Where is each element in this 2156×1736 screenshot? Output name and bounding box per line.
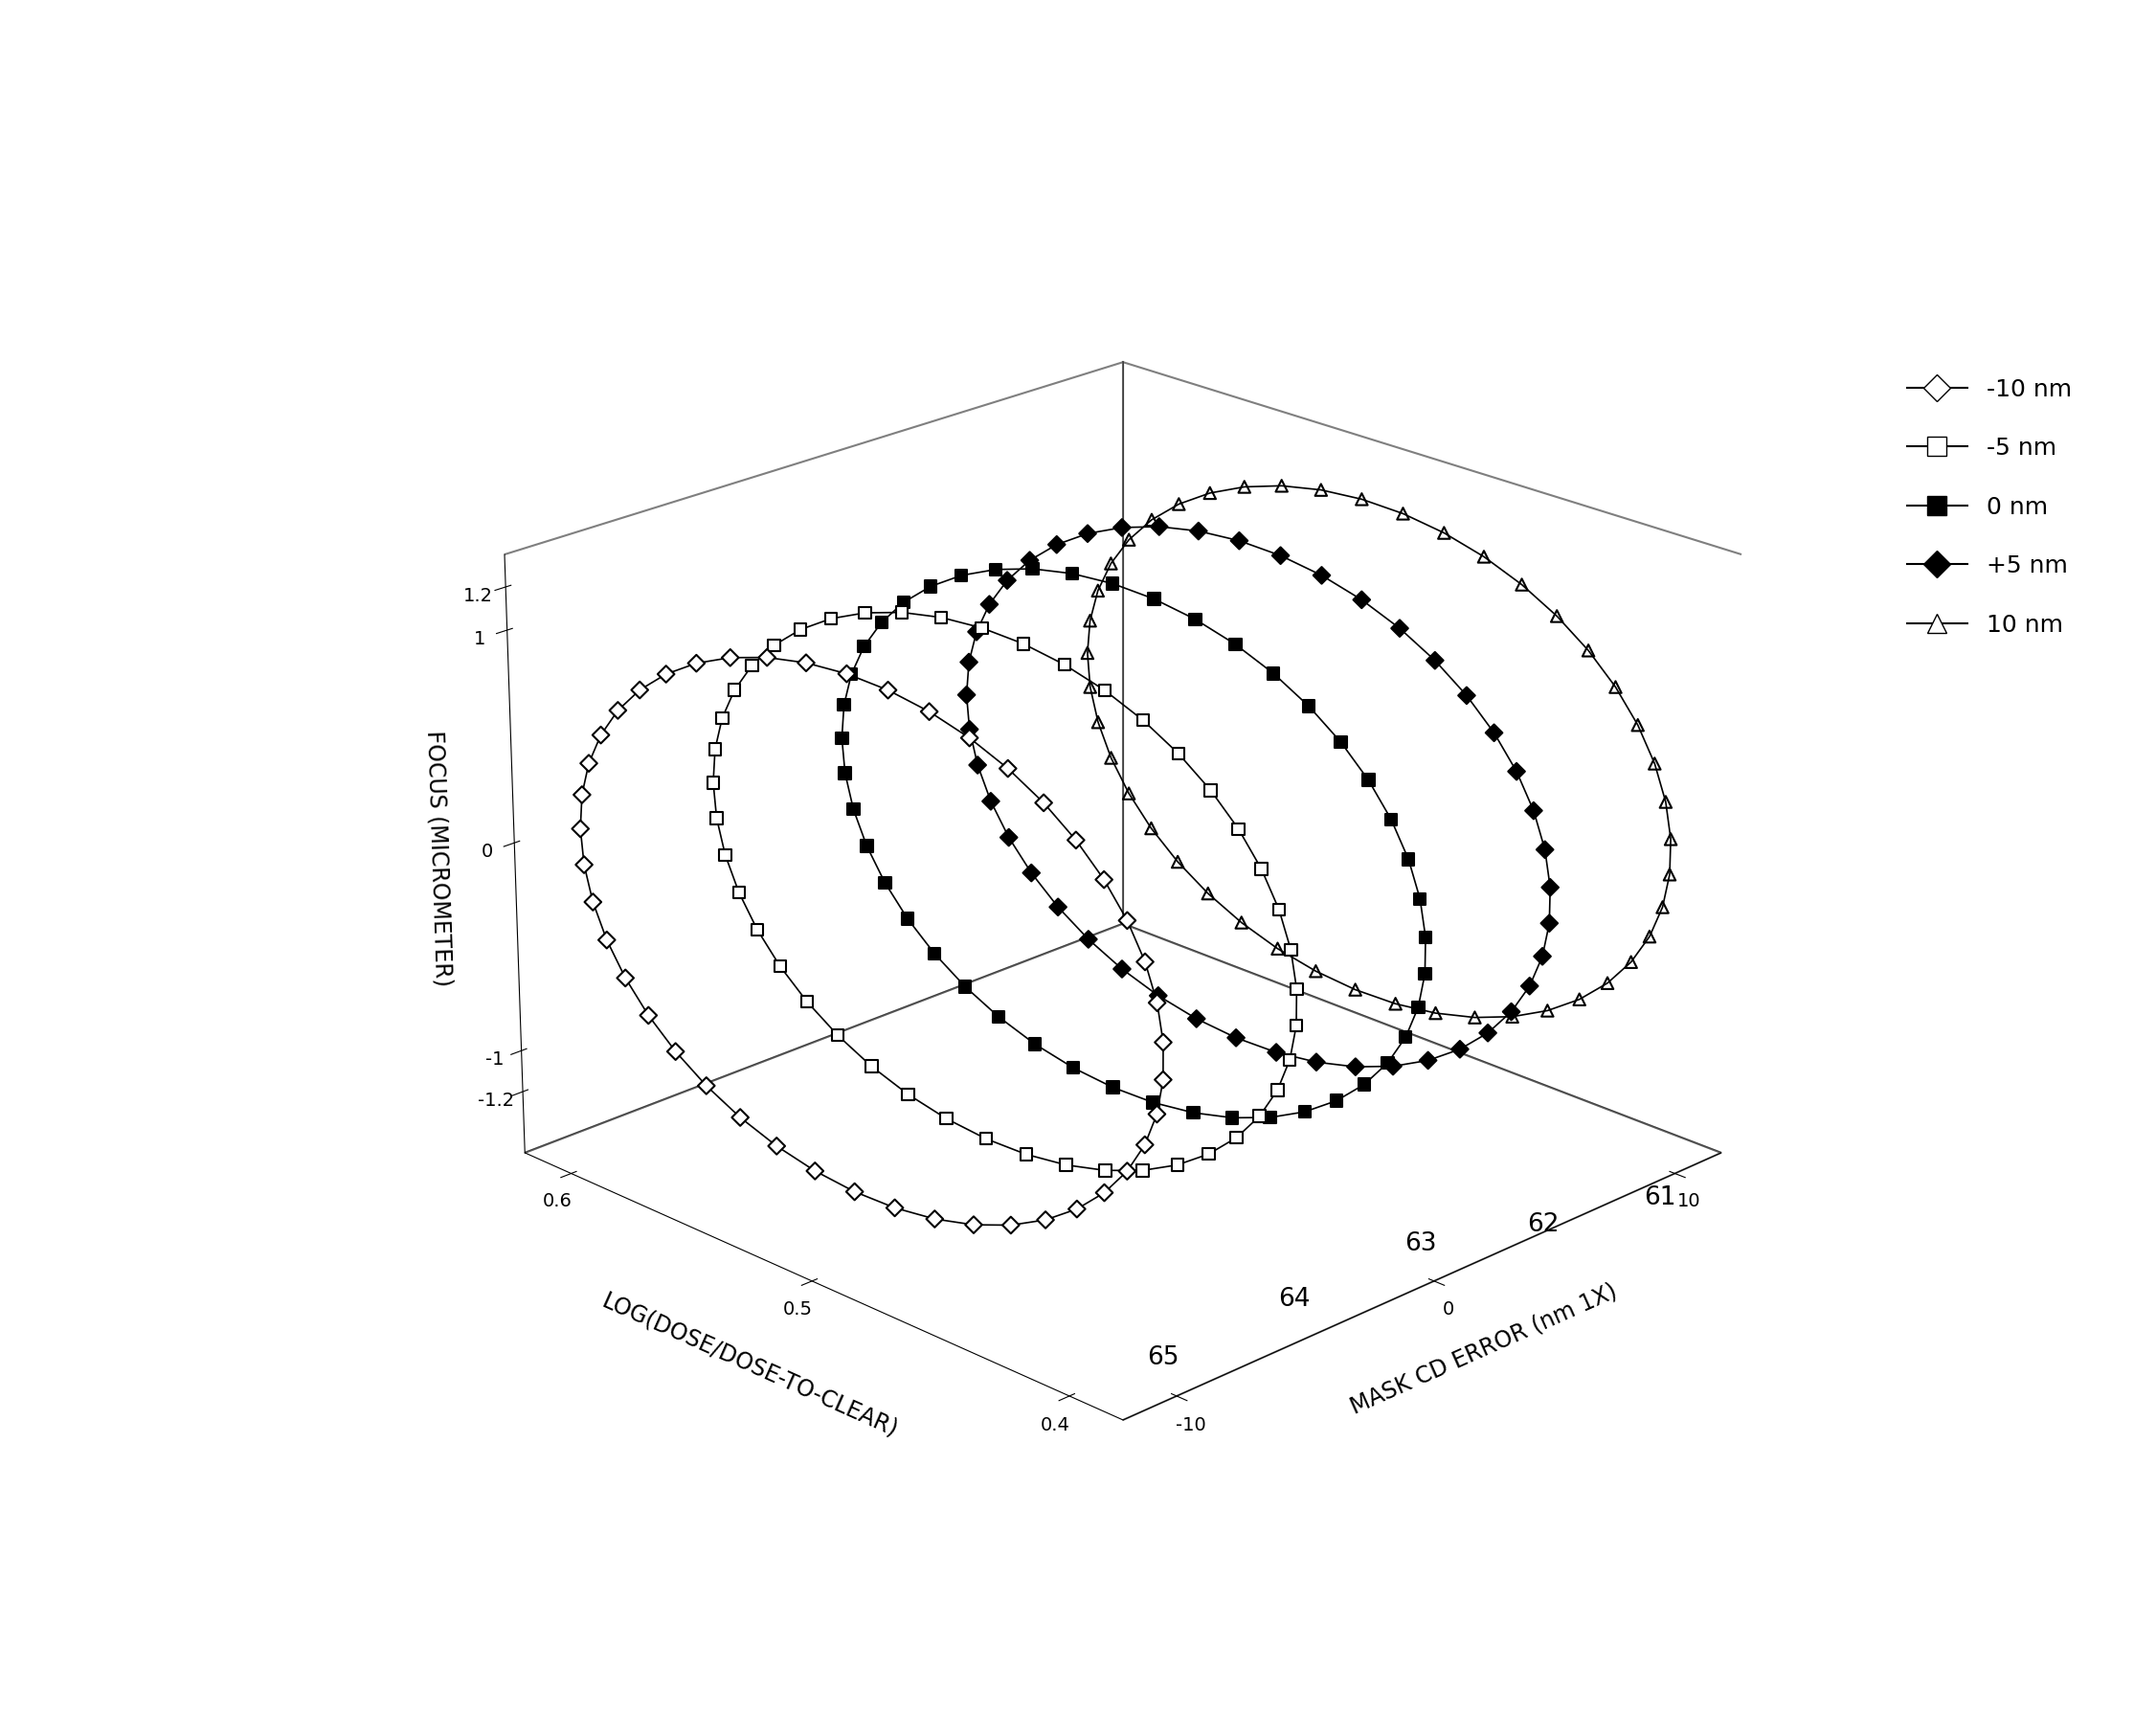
Y-axis label: LOG(DOSE/DOSE-TO-CLEAR): LOG(DOSE/DOSE-TO-CLEAR) [597,1290,901,1441]
X-axis label: MASK CD ERROR (nm 1X): MASK CD ERROR (nm 1X) [1348,1279,1621,1418]
Legend: -10 nm, -5 nm, 0 nm, +5 nm, 10 nm: -10 nm, -5 nm, 0 nm, +5 nm, 10 nm [1882,354,2096,660]
